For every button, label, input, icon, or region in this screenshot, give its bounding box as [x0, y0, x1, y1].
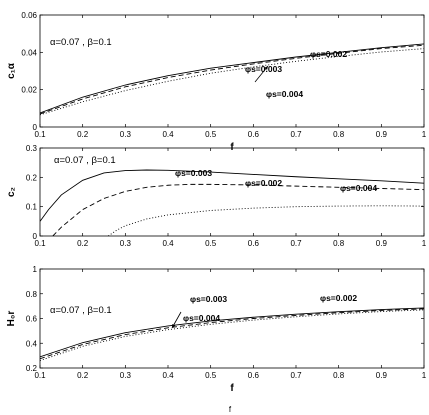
plot-frame: [39, 147, 425, 237]
annotation-arrowhead: [172, 324, 176, 328]
y-axis-label: c₁α: [6, 62, 17, 79]
x-tick-label: 0.3: [120, 239, 132, 248]
chart-panel-1: 0.1 0.2 0.3 0.4 0.5 0.6 0.7 0.8 0.9 1 0 0.02 0.04 0.0…: [6, 11, 427, 153]
y-tick-label: 0.8: [26, 290, 38, 299]
x-tick-label: 0.1: [34, 371, 46, 380]
footer-label: f: [229, 405, 232, 414]
x-tick-label: 0.5: [205, 130, 217, 139]
x-tick-label: 0.9: [376, 130, 388, 139]
y-axis-label: H₀r: [6, 311, 17, 327]
x-tick-label: 0.5: [205, 239, 217, 248]
series-line-solid: [40, 43, 424, 114]
x-tick-label: 0.2: [77, 239, 89, 248]
series-line-solid: [40, 169, 424, 222]
series-line-dashed: [40, 44, 424, 115]
x-tick-label: 0.7: [290, 130, 302, 139]
x-tick-label: 1: [422, 371, 427, 380]
x-axis-label: f: [230, 383, 234, 394]
parameter-annotation: α=0.07 , β=0.1: [50, 37, 112, 48]
y-tick-label: 0.02: [21, 86, 37, 95]
x-tick-label: 0.1: [34, 130, 46, 139]
x-tick-label: 0.2: [77, 371, 89, 380]
y-tick-label: 0: [33, 123, 38, 132]
y-tick-label: 0: [33, 232, 38, 241]
y-tick-label: 0.1: [26, 203, 38, 212]
x-tick-label: 0.7: [290, 371, 302, 380]
x-tick-label: 0.2: [77, 130, 89, 139]
x-axis-label: f: [230, 142, 234, 153]
x-tick-label: 0.4: [162, 371, 174, 380]
plot-frame: [39, 14, 425, 128]
series-line-dashed: [52, 183, 424, 236]
y-tick-label: 0.2: [26, 173, 38, 182]
series-line-dashed: [40, 308, 424, 360]
plot-frame: [39, 268, 425, 369]
x-tick-label: 0.6: [248, 239, 260, 248]
y-tick-label: 0.2: [26, 364, 38, 373]
series-annotation: φs=0.003: [245, 64, 282, 74]
series-annotation: φs=0.002: [310, 49, 347, 59]
series-line-dotted: [40, 309, 424, 361]
x-tick-label: 0.4: [162, 239, 174, 248]
y-tick-label: 1: [33, 265, 38, 274]
x-tick-label: 0.7: [290, 239, 302, 248]
y-tick-label: 0.04: [21, 48, 37, 57]
x-tick-label: 0.3: [120, 371, 132, 380]
series-annotation: φs=0.004: [183, 313, 220, 323]
series-annotation: φs=0.002: [320, 293, 357, 303]
series-annotation: φs=0.002: [245, 178, 282, 188]
x-tick-label: 0.4: [162, 130, 174, 139]
series-annotation: φs=0.003: [190, 294, 227, 304]
x-tick-label: 0.9: [376, 371, 388, 380]
series-annotation: φs=0.004: [266, 89, 303, 99]
series-line-dotted: [40, 48, 424, 116]
x-tick-label: 0.8: [333, 239, 345, 248]
x-tick-label: 1: [422, 130, 427, 139]
x-tick-label: 0.8: [333, 130, 345, 139]
x-tick-label: 0.5: [205, 371, 217, 380]
parameter-annotation: α=0.07 , β=0.1: [54, 155, 116, 166]
y-tick-label: 0.06: [21, 11, 37, 20]
chart-panel-3: 0.1 0.2 0.3 0.4 0.5 0.6 0.7 0.8 0.9 10.20.40.60.8…: [6, 265, 427, 394]
series-line-dotted: [108, 205, 424, 236]
x-tick-label: 0.6: [248, 371, 260, 380]
x-tick-label: 0.1: [34, 239, 46, 248]
x-tick-label: 1: [422, 239, 427, 248]
series-annotation: φs=0.003: [175, 168, 212, 178]
annotation-arrowhead: [264, 66, 268, 70]
x-tick-label: 0.8: [333, 371, 345, 380]
series-line-solid: [40, 307, 424, 358]
y-tick-label: 0.6: [26, 315, 38, 324]
x-tick-label: 0.3: [120, 130, 132, 139]
x-tick-label: 0.6: [248, 130, 260, 139]
y-tick-label: 0.4: [26, 339, 38, 348]
y-axis-label: c₂: [6, 187, 17, 197]
parameter-annotation: α=0.07 , β=0.1: [50, 305, 112, 316]
chart-panel-2: 0.1 0.2 0.3 0.4 0.5 0.6 0.7 0.8 0.9 100.10.20.3c₂…: [6, 144, 427, 248]
series-annotation: φs=0.004: [340, 183, 377, 193]
x-tick-label: 0.9: [376, 239, 388, 248]
y-tick-label: 0.3: [26, 144, 38, 153]
